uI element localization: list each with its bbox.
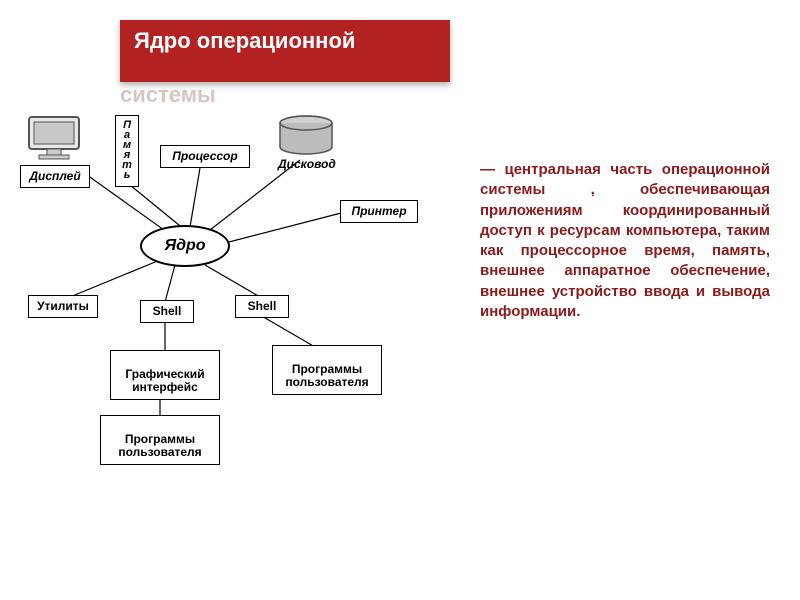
kernel-diagram: Ядро Дисплей Память Процессор Дисковод П… <box>10 95 450 475</box>
node-disk-label: Дисковод <box>278 157 336 171</box>
node-userprog2: Программы пользователя <box>100 415 220 465</box>
node-gui: Графический интерфейс <box>110 350 220 400</box>
node-cpu: Процессор <box>160 145 250 168</box>
node-printer: Принтер <box>340 200 418 223</box>
node-utils: Утилиты <box>28 295 98 318</box>
node-userprog1: Программы пользователя <box>272 345 382 395</box>
node-display: Дисплей <box>20 165 90 188</box>
title-banner: Ядро операционной <box>120 20 450 82</box>
node-shell1: Shell <box>140 300 194 323</box>
center-label: Ядро <box>164 237 205 255</box>
center-node-kernel: Ядро <box>140 225 230 267</box>
description-text: — центральная часть операционной системы… <box>480 160 770 322</box>
title-line1: Ядро операционной <box>134 28 355 53</box>
node-memory: Память <box>115 115 139 187</box>
node-shell2: Shell <box>235 295 289 318</box>
